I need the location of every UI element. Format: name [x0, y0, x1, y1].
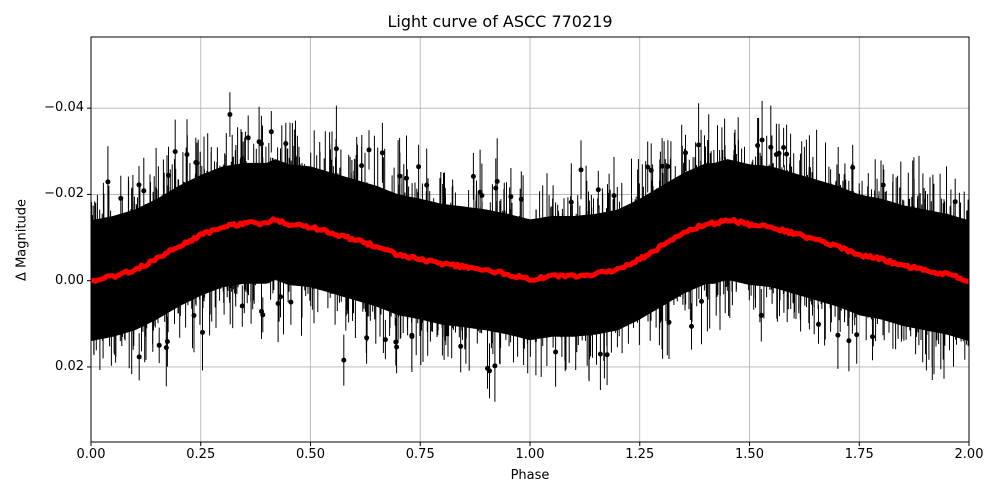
- x-tick-label: 2.00: [954, 447, 984, 462]
- x-tick-label: 1.75: [844, 447, 874, 462]
- x-tick-label: 1.00: [515, 447, 545, 462]
- x-tick-label: 1.50: [735, 447, 764, 462]
- axis-ticks: [87, 107, 970, 446]
- x-tick-label: 1.25: [625, 447, 655, 462]
- y-tick-label: 0.00: [55, 272, 84, 288]
- x-tick-label: 0.75: [405, 447, 435, 462]
- x-tick-label: 0.00: [76, 447, 106, 462]
- y-tick-label: −0.04: [44, 100, 84, 116]
- x-axis-label: Phase: [510, 468, 550, 483]
- x-tick-label: 0.25: [186, 447, 216, 462]
- y-tick-label: −0.02: [44, 186, 84, 202]
- y-tick-label: 0.02: [55, 358, 84, 374]
- x-tick-label: 0.50: [296, 447, 325, 462]
- chart-title: Light curve of ASCC 770219: [387, 12, 613, 31]
- observation-points: [91, 92, 969, 402]
- y-axis-label: Δ Magnitude: [14, 199, 30, 281]
- binned-curve-line: [91, 216, 969, 285]
